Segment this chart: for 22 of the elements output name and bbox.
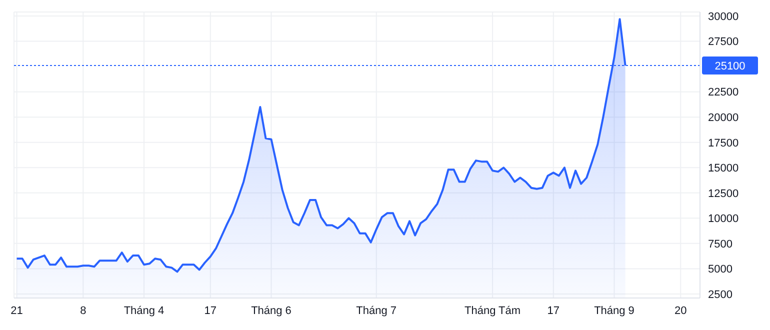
ref-line-label: 25100 — [714, 60, 746, 73]
y-tick-label: 20000 — [708, 112, 739, 124]
y-tick-label: 17500 — [708, 137, 739, 150]
y-tick-label: 2500 — [708, 288, 732, 301]
y-tick-label: 30000 — [708, 10, 739, 23]
x-tick-label: Tháng 7 — [356, 304, 397, 317]
x-tick-label: 17 — [204, 304, 217, 317]
x-tick-label: Tháng Tám — [464, 304, 521, 317]
x-tick-label: 17 — [547, 304, 560, 317]
x-tick-label: Tháng 9 — [594, 304, 634, 317]
x-tick-label: Tháng 6 — [251, 304, 292, 317]
x-tick-label: 21 — [10, 304, 23, 317]
y-tick-label: 10000 — [708, 213, 739, 226]
y-tick-label: 22500 — [708, 86, 739, 99]
y-tick-label: 5000 — [708, 264, 732, 276]
y-tick-label: 27500 — [708, 36, 739, 48]
x-tick-label: Tháng 4 — [124, 304, 164, 317]
y-tick-label: 12500 — [708, 188, 739, 200]
x-tick-label: 8 — [80, 304, 86, 317]
y-tick-label: 7500 — [708, 238, 732, 250]
y-tick-label: 15000 — [708, 162, 739, 175]
x-tick-label: 20 — [674, 304, 687, 317]
